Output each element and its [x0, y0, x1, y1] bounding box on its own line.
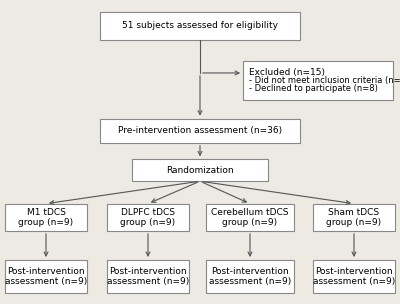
FancyBboxPatch shape	[243, 61, 393, 100]
Text: - Declined to participate (n=8): - Declined to participate (n=8)	[249, 84, 378, 93]
FancyBboxPatch shape	[100, 119, 300, 143]
FancyBboxPatch shape	[313, 204, 395, 231]
Text: Pre-intervention assessment (n=36): Pre-intervention assessment (n=36)	[118, 126, 282, 135]
FancyBboxPatch shape	[5, 204, 87, 231]
FancyBboxPatch shape	[313, 260, 395, 293]
Text: Sham tDCS
group (n=9): Sham tDCS group (n=9)	[326, 208, 382, 227]
Text: DLPFC tDCS
group (n=9): DLPFC tDCS group (n=9)	[120, 208, 176, 227]
Text: 51 subjects assessed for eligibility: 51 subjects assessed for eligibility	[122, 21, 278, 30]
Text: Post-intervention
assessment (n=9): Post-intervention assessment (n=9)	[209, 267, 291, 286]
FancyBboxPatch shape	[5, 260, 87, 293]
FancyBboxPatch shape	[100, 12, 300, 40]
Text: Post-intervention
assessment (n=9): Post-intervention assessment (n=9)	[313, 267, 395, 286]
FancyBboxPatch shape	[206, 260, 294, 293]
FancyBboxPatch shape	[107, 204, 189, 231]
Text: Post-intervention
assessment (n=9): Post-intervention assessment (n=9)	[5, 267, 87, 286]
FancyBboxPatch shape	[206, 204, 294, 231]
Text: - Did not meet inclusion criteria (n=7): - Did not meet inclusion criteria (n=7)	[249, 76, 400, 85]
Text: M1 tDCS
group (n=9): M1 tDCS group (n=9)	[18, 208, 74, 227]
Text: Post-intervention
assessment (n=9): Post-intervention assessment (n=9)	[107, 267, 189, 286]
Text: Excluded (n=15): Excluded (n=15)	[249, 68, 325, 77]
FancyBboxPatch shape	[107, 260, 189, 293]
Text: Cerebellum tDCS
group (n=9): Cerebellum tDCS group (n=9)	[211, 208, 289, 227]
FancyBboxPatch shape	[132, 159, 268, 181]
Text: Randomization: Randomization	[166, 166, 234, 175]
